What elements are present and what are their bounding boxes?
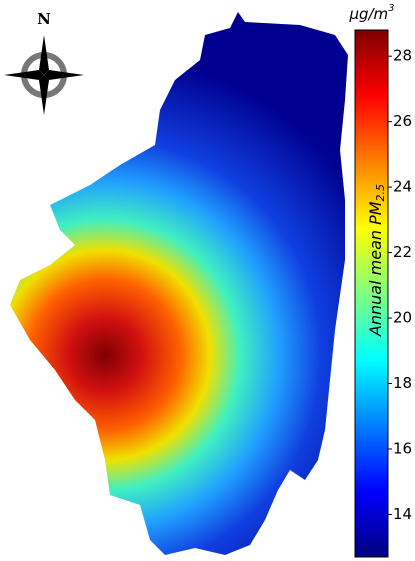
compass-needle [39,75,49,115]
colorbar-unit: μg/m3 [348,3,394,23]
colorbar-label: Annual mean PM2.5 [366,184,388,337]
label-text: Annual mean PM [366,201,385,337]
colorbar-tick-label: 22 [393,243,412,261]
city-area [10,12,348,555]
colorbar-tick-label: 26 [393,112,412,130]
colorbar-tick-label: 20 [393,309,412,327]
label-subscript: 2.5 [374,184,387,202]
compass-needle [39,35,49,75]
compass-needle [44,70,84,80]
unit-text: μg/m [348,5,388,23]
colorbar-tick-label: 24 [393,178,412,196]
compass-label: N [37,10,51,28]
colorbar-tick-label: 16 [393,439,412,457]
colorbar [354,29,389,558]
compass-needle [4,70,44,80]
compass: N [4,10,84,115]
colorbar-tick-label: 14 [393,505,412,523]
colorbar-tick-label: 18 [393,374,412,392]
colorbar-tick-label: 28 [393,47,412,65]
unit-superscript: 3 [388,3,394,14]
